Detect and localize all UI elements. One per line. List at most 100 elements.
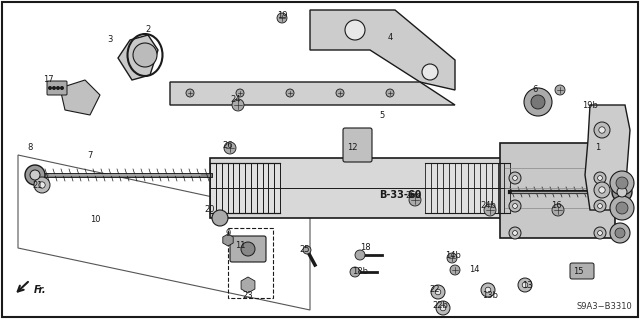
Text: 17: 17 (43, 76, 53, 85)
Polygon shape (223, 234, 233, 246)
Circle shape (612, 182, 632, 202)
Text: 18: 18 (360, 243, 371, 253)
Circle shape (436, 301, 450, 315)
Circle shape (598, 231, 602, 235)
Circle shape (524, 88, 552, 116)
Text: 21: 21 (33, 181, 44, 189)
Circle shape (616, 202, 628, 214)
Circle shape (241, 242, 255, 256)
Text: 7: 7 (87, 151, 93, 160)
Circle shape (303, 246, 311, 254)
Bar (228, 228, 273, 298)
Circle shape (286, 89, 294, 97)
Text: 3: 3 (108, 35, 113, 44)
Circle shape (617, 187, 627, 197)
Circle shape (481, 283, 495, 297)
FancyBboxPatch shape (230, 236, 266, 262)
Circle shape (610, 223, 630, 243)
Text: 2: 2 (145, 26, 150, 34)
Circle shape (522, 282, 528, 288)
Text: 19b: 19b (582, 100, 598, 109)
Circle shape (599, 187, 605, 193)
Text: 4: 4 (387, 33, 392, 42)
Text: 9: 9 (225, 228, 230, 238)
Text: 20: 20 (205, 205, 215, 214)
Circle shape (594, 200, 606, 212)
Text: 11: 11 (235, 241, 245, 249)
Circle shape (610, 196, 634, 220)
Text: S9A3−B3310: S9A3−B3310 (576, 302, 632, 311)
Text: 5: 5 (380, 110, 385, 120)
Bar (425, 163, 510, 213)
Circle shape (56, 86, 60, 90)
FancyBboxPatch shape (47, 81, 67, 95)
Circle shape (232, 99, 244, 111)
Circle shape (48, 86, 52, 90)
Circle shape (594, 122, 610, 138)
Text: B-33-60: B-33-60 (379, 190, 421, 200)
Text: 13b: 13b (482, 291, 498, 300)
Circle shape (336, 89, 344, 97)
Text: 22: 22 (429, 286, 440, 294)
Circle shape (513, 204, 517, 208)
Circle shape (212, 210, 228, 226)
Bar (210, 158, 510, 218)
Text: 6: 6 (532, 85, 538, 94)
Polygon shape (118, 35, 158, 80)
Text: 16: 16 (550, 201, 561, 210)
Circle shape (224, 142, 236, 154)
Text: 26: 26 (223, 140, 234, 150)
Circle shape (345, 20, 365, 40)
Text: 13: 13 (522, 280, 532, 290)
Text: 25: 25 (300, 246, 310, 255)
Text: 10: 10 (90, 216, 100, 225)
Circle shape (450, 265, 460, 275)
Circle shape (435, 289, 441, 295)
Circle shape (34, 177, 50, 193)
Circle shape (513, 175, 517, 181)
Text: 24: 24 (231, 95, 241, 105)
Circle shape (431, 285, 445, 299)
Bar (500, 143, 615, 238)
Circle shape (598, 204, 602, 208)
Polygon shape (60, 80, 100, 115)
Circle shape (30, 170, 40, 180)
Circle shape (513, 231, 517, 235)
Text: 14: 14 (468, 265, 479, 275)
Circle shape (447, 253, 457, 263)
Text: 22b: 22b (432, 300, 448, 309)
Circle shape (39, 182, 45, 188)
Text: 15: 15 (573, 268, 583, 277)
Circle shape (555, 85, 565, 95)
FancyBboxPatch shape (570, 263, 594, 279)
Polygon shape (310, 10, 455, 90)
Text: 8: 8 (28, 144, 33, 152)
Circle shape (509, 200, 521, 212)
Text: 23: 23 (243, 291, 253, 300)
Circle shape (277, 13, 287, 23)
Circle shape (422, 64, 438, 80)
Circle shape (610, 171, 634, 195)
Text: 24b: 24b (480, 201, 496, 210)
Circle shape (552, 204, 564, 216)
Polygon shape (585, 105, 630, 210)
Circle shape (386, 89, 394, 97)
Circle shape (509, 227, 521, 239)
Text: 12: 12 (347, 144, 357, 152)
Circle shape (52, 86, 56, 90)
Circle shape (409, 194, 421, 206)
Polygon shape (170, 82, 455, 105)
Bar (210, 163, 280, 213)
Text: 19: 19 (276, 11, 287, 19)
Circle shape (60, 86, 64, 90)
Circle shape (186, 89, 194, 97)
Text: 1: 1 (595, 144, 600, 152)
FancyBboxPatch shape (343, 128, 372, 162)
Text: 14b: 14b (445, 250, 461, 259)
Circle shape (594, 182, 610, 198)
Text: 18b: 18b (352, 268, 368, 277)
Circle shape (594, 227, 606, 239)
Polygon shape (241, 277, 255, 293)
Circle shape (133, 43, 157, 67)
Circle shape (485, 287, 491, 293)
